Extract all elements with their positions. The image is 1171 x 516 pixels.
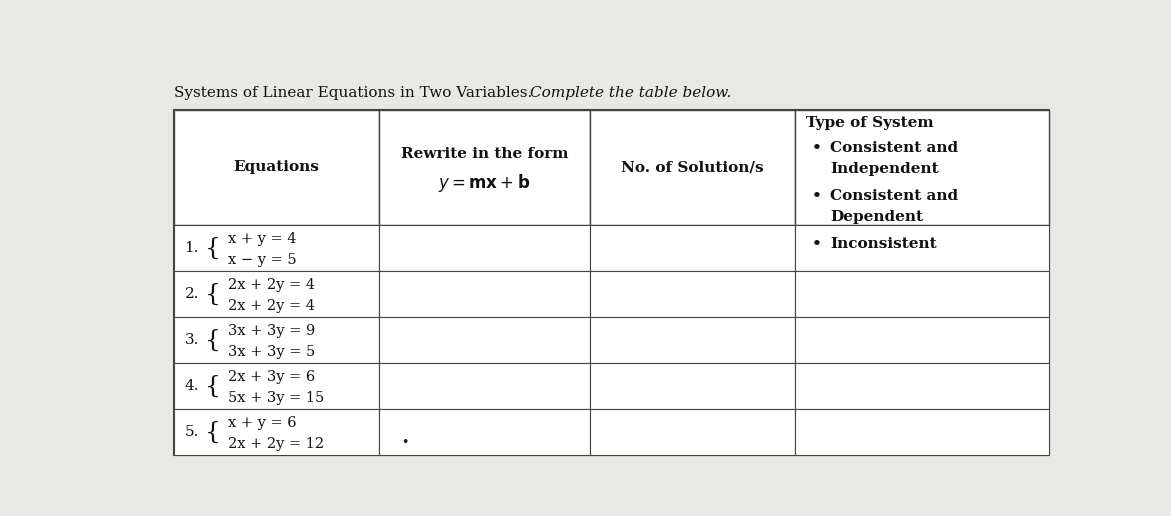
Text: 3x + 3y = 5: 3x + 3y = 5 (228, 345, 315, 359)
Text: Rewrite in the form: Rewrite in the form (400, 147, 568, 160)
Bar (795, 409, 1049, 455)
Text: 2x + 2y = 4: 2x + 2y = 4 (228, 299, 315, 313)
Bar (379, 409, 589, 455)
Text: 3x + 3y = 9: 3x + 3y = 9 (228, 324, 315, 338)
Text: 2x + 2y = 12: 2x + 2y = 12 (228, 437, 324, 451)
Bar (795, 271, 1049, 317)
Bar (173, 109, 379, 225)
Bar (795, 109, 1049, 225)
Bar (173, 409, 379, 455)
Text: $y = \mathbf{m}\mathbf{x} + \mathbf{b}$: $y = \mathbf{m}\mathbf{x} + \mathbf{b}$ (438, 172, 530, 195)
Bar (379, 317, 589, 363)
Text: Inconsistent: Inconsistent (830, 237, 937, 251)
Text: Consistent and: Consistent and (830, 189, 958, 203)
Text: •: • (400, 436, 409, 449)
Bar (795, 225, 1049, 271)
Bar (173, 317, 379, 363)
Text: x + y = 4: x + y = 4 (228, 232, 296, 246)
Text: {: { (205, 237, 221, 260)
Text: 2.: 2. (185, 287, 199, 301)
Text: •: • (812, 189, 822, 203)
Bar (173, 363, 379, 409)
Bar (795, 317, 1049, 363)
Bar (795, 363, 1049, 409)
Text: Independent: Independent (830, 162, 938, 176)
Bar (379, 225, 589, 271)
Bar (173, 109, 1049, 455)
Text: 1.: 1. (185, 241, 199, 255)
Bar (589, 271, 795, 317)
Text: Equations: Equations (233, 160, 320, 174)
Bar (379, 271, 589, 317)
Text: {: { (205, 283, 221, 306)
Text: 4.: 4. (185, 379, 199, 393)
Bar (379, 109, 589, 225)
Text: •: • (812, 141, 822, 155)
Text: 5.: 5. (185, 425, 199, 439)
Bar (589, 317, 795, 363)
Bar (589, 225, 795, 271)
Text: {: { (205, 329, 221, 352)
Text: Systems of Linear Equations in Two Variables.: Systems of Linear Equations in Two Varia… (173, 86, 536, 100)
Text: Complete the table below.: Complete the table below. (530, 86, 732, 100)
Bar (589, 409, 795, 455)
Text: 2x + 3y = 6: 2x + 3y = 6 (228, 370, 315, 384)
Bar (173, 271, 379, 317)
Text: Consistent and: Consistent and (830, 141, 958, 155)
Text: 5x + 3y = 15: 5x + 3y = 15 (228, 391, 324, 405)
Text: •: • (812, 237, 822, 251)
Bar (589, 109, 795, 225)
Text: {: { (205, 375, 221, 398)
Bar (379, 363, 589, 409)
Text: 2x + 2y = 4: 2x + 2y = 4 (228, 278, 315, 292)
Text: x + y = 6: x + y = 6 (228, 416, 296, 430)
Text: Dependent: Dependent (830, 209, 923, 224)
Text: No. of Solution/s: No. of Solution/s (621, 160, 763, 174)
Text: 3.: 3. (185, 333, 199, 347)
Bar (173, 225, 379, 271)
Text: x − y = 5: x − y = 5 (228, 253, 296, 267)
Text: {: { (205, 421, 221, 444)
Text: Type of System: Type of System (807, 116, 934, 130)
Bar (589, 363, 795, 409)
